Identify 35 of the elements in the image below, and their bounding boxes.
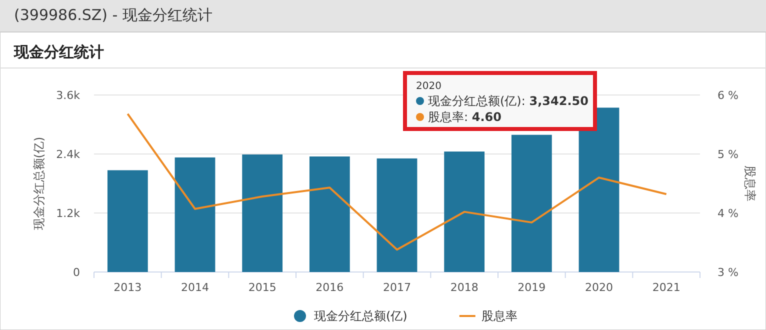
line-series bbox=[126, 112, 668, 251]
x-tick-label: 2015 bbox=[248, 281, 276, 294]
bar bbox=[376, 158, 418, 272]
y2-tick-label: 6 % bbox=[718, 89, 738, 102]
x-tick-label: 2017 bbox=[383, 281, 411, 294]
legend-label: 现金分红总额(亿) bbox=[314, 309, 408, 323]
x-tick-label: 2014 bbox=[181, 281, 209, 294]
chart-title: 现金分红统计 bbox=[13, 43, 104, 61]
bar bbox=[107, 170, 148, 272]
x-tick-label: 2018 bbox=[450, 281, 478, 294]
bar bbox=[578, 108, 620, 272]
annotation: 股息率: 4.60 bbox=[428, 110, 502, 124]
bar bbox=[242, 154, 283, 272]
x-tick-label: 2016 bbox=[316, 281, 344, 294]
x-tick-label: 2021 bbox=[652, 281, 680, 294]
bar bbox=[309, 156, 350, 272]
legend-label: 股息率 bbox=[481, 309, 518, 323]
y-tick-label: 3.6k bbox=[56, 89, 81, 102]
y2-tick-label: 4 % bbox=[718, 207, 738, 220]
x-tick-label: 2019 bbox=[518, 281, 546, 294]
y2-tick-label: 5 % bbox=[718, 148, 738, 161]
text: (399986.SZ) - 现金分红统计 bbox=[14, 6, 212, 24]
y2-axis-title: 股息率 bbox=[743, 166, 757, 202]
text: 2020 bbox=[416, 81, 442, 92]
y2-tick-label: 3 % bbox=[718, 266, 738, 279]
bar bbox=[511, 134, 552, 272]
y-tick-label: 1.2k bbox=[56, 207, 81, 220]
y-tick-label: 0 bbox=[73, 266, 80, 279]
x-tick-label: 2013 bbox=[114, 281, 142, 294]
x-tick-label: 2020 bbox=[585, 281, 613, 294]
y-tick-label: 2.4k bbox=[56, 148, 81, 161]
annotation: 现金分红总额(亿): 3,342.50 bbox=[428, 94, 588, 108]
y-axis-title: 现金分红总额(亿) bbox=[32, 136, 46, 230]
bar bbox=[174, 157, 216, 272]
bar bbox=[444, 152, 485, 272]
